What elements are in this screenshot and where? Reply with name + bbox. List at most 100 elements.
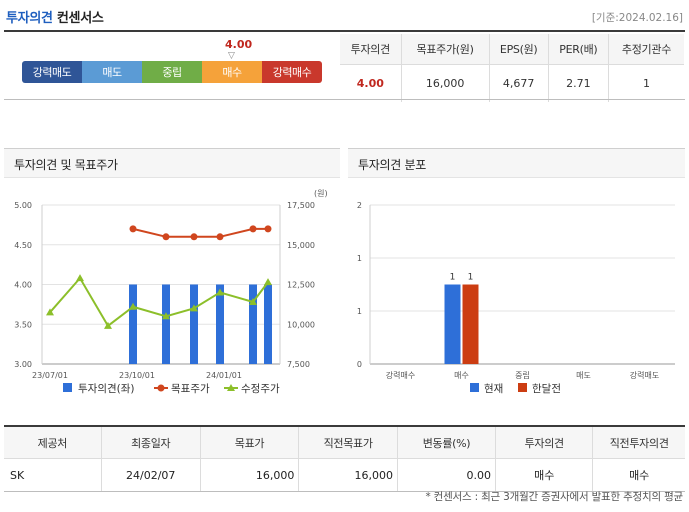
- legend-label: 한달전: [532, 383, 561, 395]
- footnote: * 컨센서스 : 최근 3개월간 증권사에서 발표한 추정치의 평균: [425, 491, 683, 503]
- summary-header-cell: 투자의견: [340, 34, 402, 65]
- y-left-tick-label: 4.00: [14, 281, 32, 290]
- category-label: 매도: [576, 371, 591, 380]
- provider-cell: 24/02/07: [100, 458, 201, 492]
- target-price-point: [129, 225, 137, 233]
- y-tick-label: 1: [357, 307, 362, 316]
- target-price-point: [249, 225, 257, 233]
- category-label: 중립: [515, 371, 530, 380]
- y-right-tick-label: 17,500: [287, 201, 315, 210]
- panel-header-opinion-target: 투자의견 및 목표주가: [4, 148, 340, 178]
- page-title: 투자의견 컨센서스: [6, 7, 104, 26]
- gauge-value: 4.00: [225, 38, 253, 51]
- opinion-bar: [190, 284, 198, 364]
- distribution-bar: [444, 284, 461, 364]
- legend-swatch: [518, 383, 527, 392]
- legend-swatch: [470, 383, 479, 392]
- adjusted-price-point: [216, 288, 224, 296]
- provider-header-cell: 제공처: [4, 426, 102, 459]
- gauge-marker-icon: ▽: [228, 51, 235, 61]
- summary-value-cell: 4,677: [488, 64, 549, 102]
- adjusted-price-point: [46, 308, 54, 316]
- y-right-tick-label: 15,000: [287, 241, 315, 250]
- bar-data-label: 1: [450, 273, 456, 283]
- y-right-tick-label: 7,500: [287, 360, 310, 369]
- y-left-tick-label: 5.00: [14, 201, 32, 210]
- summary-header-cell: PER(배): [547, 34, 609, 65]
- y-left-tick-label: 4.50: [14, 241, 32, 250]
- opinion-gauge: 강력매도 매도 중립 매수 강력매수: [22, 61, 322, 83]
- opinion-bar: [129, 284, 137, 364]
- category-label: 강력매도: [630, 370, 659, 380]
- gauge-segment: 중립: [142, 61, 202, 83]
- provider-cell: SK: [4, 458, 102, 492]
- adjusted-price-point: [129, 302, 137, 310]
- provider-cell: 16,000: [298, 458, 398, 492]
- summary-header-cell: 추정기관수: [607, 34, 684, 65]
- top-divider: [4, 30, 685, 32]
- gauge-segment: 강력매수: [262, 61, 322, 83]
- gauge-segment: 강력매도: [22, 61, 82, 83]
- y-tick-label: 1: [357, 254, 362, 263]
- opinion-bar: [162, 284, 170, 364]
- provider-cell: 0.00: [396, 458, 496, 492]
- provider-header-cell: 직전투자의견: [592, 426, 685, 459]
- provider-cell: 매수: [495, 458, 593, 492]
- summary-table: 투자의견 목표주가(원) EPS(원) PER(배) 추정기관수 4.00 16,000 4…: [340, 34, 684, 102]
- summary-value-row: 4.00 16,000 4,677 2.71 1: [340, 64, 684, 102]
- y-right-tick-label: 12,500: [287, 281, 315, 290]
- gauge-segment: 매도: [82, 61, 142, 83]
- line-series-line: [49, 276, 269, 328]
- provider-row: SK 24/02/07 16,000 16,000 0.00 매수 매수: [4, 458, 685, 492]
- adjusted-price-point: [162, 312, 170, 320]
- category-label: 강력매수: [386, 370, 415, 380]
- x-tick-label: 23/07/01: [32, 371, 68, 380]
- provider-cell: 매수: [592, 458, 685, 492]
- summary-divider: [4, 99, 685, 100]
- distribution-bar: [462, 284, 479, 364]
- adjusted-price-point: [190, 304, 198, 312]
- provider-table: 제공처 최종일자 목표가 직전목표가 변동률(%) 투자의견 직전투자의견 SK 24/02/…: [4, 425, 685, 492]
- legend-label: 목표주가: [171, 383, 210, 395]
- target-price-point: [162, 233, 170, 241]
- x-tick-label: 23/10/01: [119, 371, 155, 380]
- adjusted-price-point: [264, 278, 272, 286]
- provider-header-cell: 변동률(%): [396, 426, 496, 459]
- legend-label: 수정주가: [241, 383, 280, 395]
- y-right-unit: (원): [314, 189, 328, 198]
- opinion-distribution-chart: 2 1 1 0 강력매수 매수 중립 매도 강력매도 1 1 현재 한달전: [357, 201, 675, 395]
- title-accent: 투자의견: [6, 11, 53, 26]
- reference-date: [기준:2024.02.16]: [591, 12, 683, 24]
- provider-header-row: 제공처 최종일자 목표가 직전목표가 변동률(%) 투자의견 직전투자의견: [4, 426, 685, 459]
- legend-swatch: [63, 383, 72, 392]
- opinion-bar: [216, 284, 224, 364]
- y-left-tick-label: 3.00: [14, 360, 32, 369]
- provider-header-cell: 직전목표가: [298, 426, 398, 459]
- provider-header-cell: 투자의견: [495, 426, 593, 459]
- line-series-line: [132, 227, 268, 238]
- provider-cell: 16,000: [199, 458, 299, 492]
- summary-value-cell: 1: [607, 64, 684, 102]
- target-price-point: [216, 233, 224, 241]
- target-price-point: [190, 233, 198, 241]
- opinion-target-chart: 5.00 4.50 4.00 3.50 3.00 17,500 15,000 12,500 10…: [14, 189, 328, 395]
- summary-header-cell: 목표주가(원): [400, 34, 490, 65]
- category-label: 매수: [454, 371, 469, 380]
- summary-header-row: 투자의견 목표주가(원) EPS(원) PER(배) 추정기관수: [340, 34, 684, 65]
- target-price-point: [264, 225, 272, 233]
- y-tick-label: 2: [357, 201, 362, 210]
- adjusted-price-point: [76, 274, 84, 282]
- provider-header-cell: 최종일자: [100, 426, 201, 459]
- bar-data-label: 1: [468, 273, 474, 283]
- legend-label: 현재: [484, 383, 503, 395]
- opinion-bar: [264, 284, 272, 364]
- legend-swatch: [227, 384, 235, 391]
- legend-swatch: [157, 384, 165, 392]
- x-tick-label: 24/01/01: [206, 371, 242, 380]
- summary-header-cell: EPS(원): [488, 34, 549, 65]
- y-left-tick-label: 3.50: [14, 320, 32, 329]
- adjusted-price-point: [104, 321, 112, 329]
- panel-header-distribution: 투자의견 분포: [348, 148, 685, 178]
- legend-label: 투자의견(좌): [78, 383, 135, 395]
- provider-header-cell: 목표가: [199, 426, 299, 459]
